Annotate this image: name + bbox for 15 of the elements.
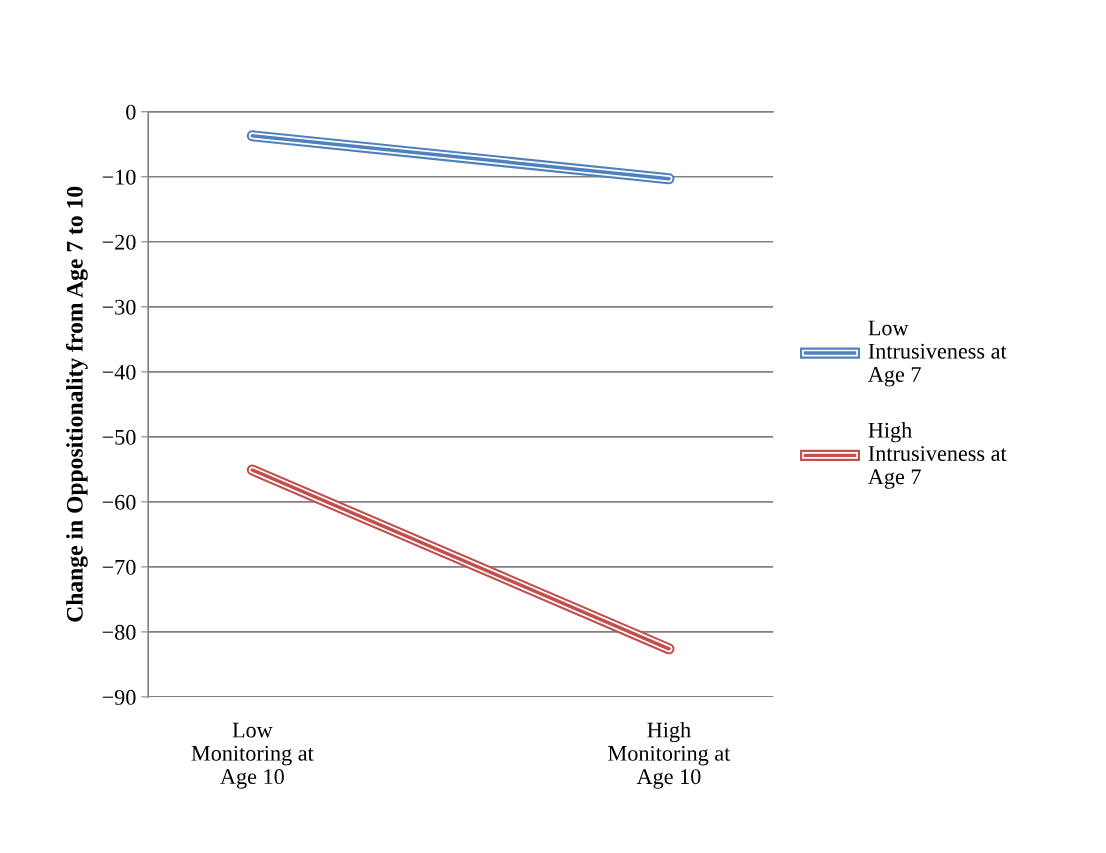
y-tick-label: 0 <box>126 104 136 120</box>
legend-label: High Intrusiveness at Age 7 <box>868 422 1007 489</box>
y-axis-title: Change in Oppositionality from Age 7 to 10 <box>65 186 88 622</box>
y-tick-label: −90 <box>102 689 136 705</box>
legend-label: Low Intrusiveness at Age 7 <box>868 320 1007 387</box>
y-tick-label: −20 <box>102 234 136 250</box>
x-tick-label: High Monitoring at Age 10 <box>608 721 731 789</box>
y-tick-label: −40 <box>102 364 136 380</box>
y-tick-label: −30 <box>102 299 136 315</box>
y-tick-label: −10 <box>102 169 136 185</box>
y-tick-label: −80 <box>102 624 136 640</box>
y-tick-label: −60 <box>102 494 136 510</box>
x-tick-label: Low Monitoring at Age 10 <box>191 722 314 789</box>
y-tick-label: −70 <box>102 559 136 575</box>
y-tick-label: −50 <box>102 429 136 445</box>
